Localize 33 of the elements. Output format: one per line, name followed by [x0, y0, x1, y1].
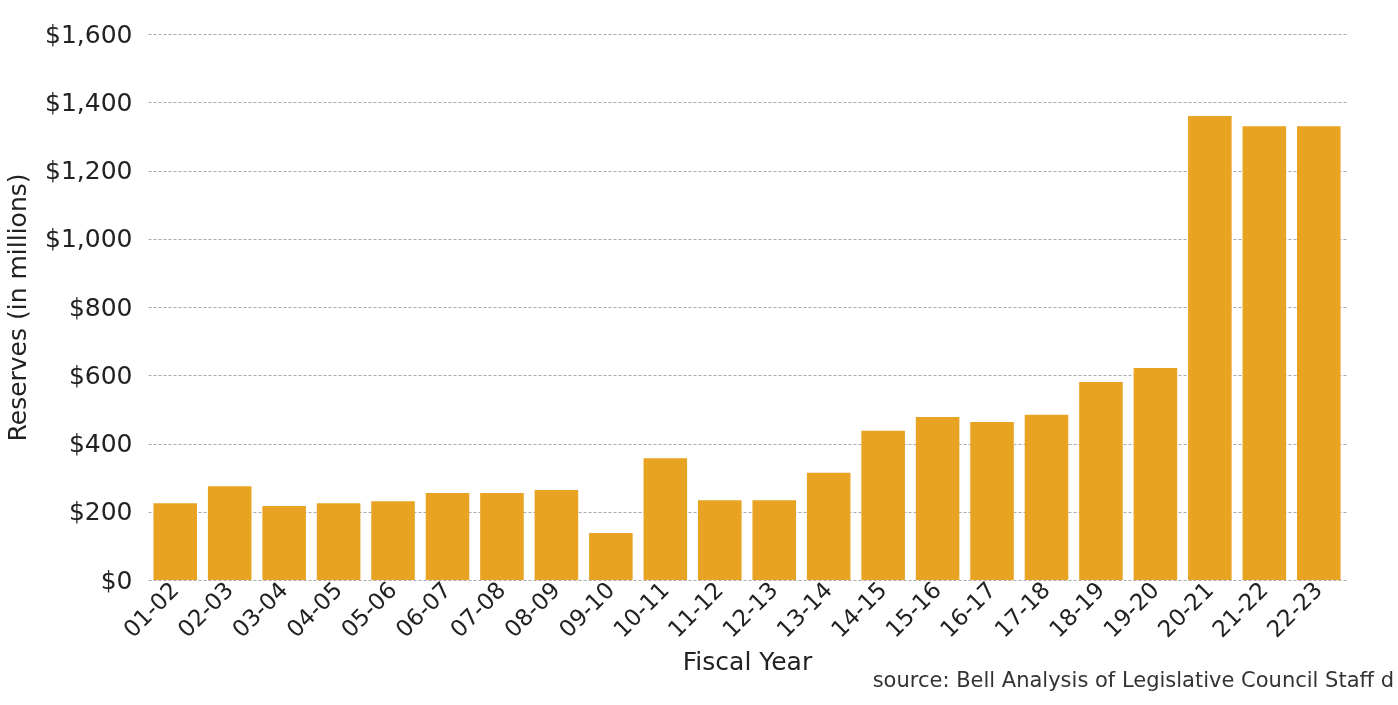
bar [371, 501, 415, 580]
bar [806, 472, 851, 580]
y-tick-label: $800 [68, 292, 133, 322]
y-tick-label: $200 [68, 497, 133, 527]
bar [480, 492, 524, 580]
bar [1079, 382, 1123, 580]
bar [262, 505, 306, 580]
x-axis-title: Fiscal Year [682, 647, 813, 677]
y-tick-label: $400 [68, 429, 133, 458]
bar [861, 430, 905, 580]
y-tick-label: $1,200 [45, 156, 133, 185]
y-tick-label: $1,600 [45, 19, 133, 49]
bar [1296, 126, 1341, 580]
y-tick-label: $1,400 [45, 87, 133, 117]
bar [1188, 115, 1232, 580]
y-axis-title: Reserves (in millions) [3, 173, 33, 442]
bar [425, 492, 470, 580]
bar [970, 422, 1014, 580]
bar [752, 500, 797, 580]
source-note: source: Bell Analysis of Legislative Council Staff d [872, 668, 1394, 692]
bar [534, 489, 579, 580]
bar [697, 500, 742, 580]
bar [316, 503, 361, 580]
bar [589, 532, 633, 580]
bar [1242, 126, 1287, 580]
bar [1133, 368, 1178, 580]
bar [153, 503, 198, 580]
y-tick-label: $600 [68, 360, 133, 390]
y-tick-label: $1,000 [45, 224, 133, 254]
bar [915, 416, 960, 580]
bar [207, 486, 252, 580]
bar [643, 458, 688, 580]
bar [1024, 414, 1069, 580]
